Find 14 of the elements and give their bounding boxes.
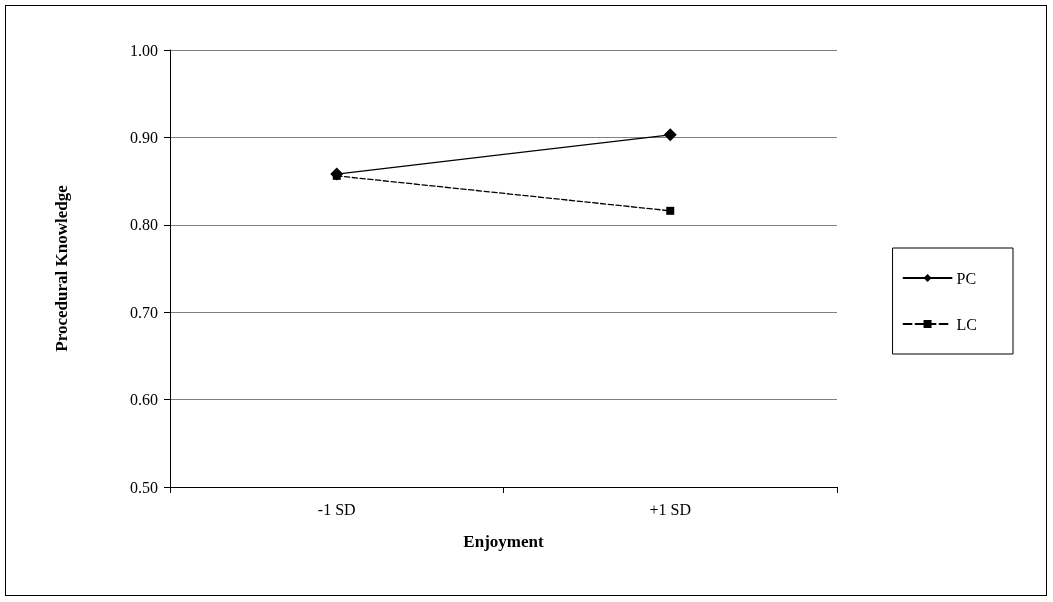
legend-label: PC bbox=[956, 269, 977, 287]
y-tick-label: 0.90 bbox=[130, 128, 158, 146]
x-axis-title: Enjoyment bbox=[463, 532, 544, 551]
y-tick-label: 0.70 bbox=[130, 303, 158, 321]
y-tick-label: 0.60 bbox=[130, 391, 158, 409]
point bbox=[666, 206, 675, 215]
point bbox=[663, 128, 677, 142]
x-tick-label: +1 SD bbox=[649, 500, 691, 518]
legend-label: LC bbox=[956, 315, 978, 333]
y-tick-label: 0.50 bbox=[130, 478, 158, 496]
y-tick-label: 0.80 bbox=[130, 216, 158, 234]
y-axis-title: Procedural Knowledge bbox=[52, 184, 71, 352]
y-tick-label: 1.00 bbox=[130, 41, 158, 59]
x-tick-label: -1 SD bbox=[317, 500, 356, 518]
